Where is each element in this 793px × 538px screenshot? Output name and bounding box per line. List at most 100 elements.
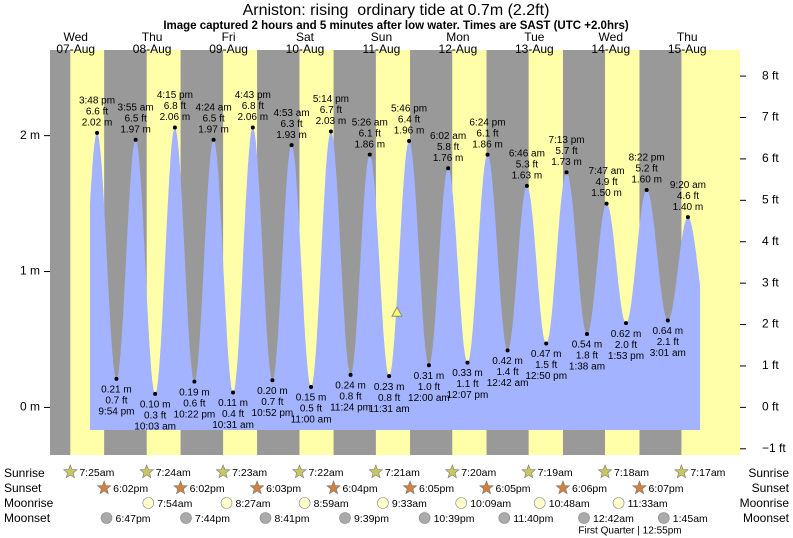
tide-label: 2.06 m [160,112,191,123]
tide-label: 2.0 ft [615,340,637,351]
tide-label: 4:43 pm [235,90,271,101]
tide-label: 0.20 m [257,386,288,397]
tide-point [505,348,510,353]
moonset-time: 11:40pm [513,513,553,525]
sunset-time: 6:05pm [419,483,454,495]
tide-point [270,378,275,383]
tide-point [192,379,197,384]
tide-label: 8:22 pm [629,153,665,164]
sunrise-time: 7:18am [614,467,649,479]
sunrise-time: 7:25am [79,467,114,479]
tide-point [644,187,649,192]
tide-point [544,341,549,346]
tide-label: 0.54 m [572,340,603,351]
moonset-time: 6:47pm [116,513,151,525]
sunset-icon [402,480,418,495]
tide-label: 6.4 ft [398,115,420,126]
tide-label: 5:26 am [352,117,388,128]
tide-point [564,170,569,175]
moonset-icon [578,512,590,524]
tide-label: 7:47 am [588,166,624,177]
tide-point [114,376,119,381]
sunrise-time: 7:23am [232,467,267,479]
moonset-icon [657,512,670,524]
tide-point [133,137,138,142]
tide-label: 10:22 pm [174,409,216,420]
tide-label: 2.02 m [82,118,113,129]
tide-label: 0.7 ft [261,397,283,408]
date-label: 09-Aug [209,42,248,56]
y2-tick-label: 4 ft [762,234,779,248]
tide-label: 10:03 am [134,421,176,432]
row-label: Moonset [4,511,51,525]
y2-tick-label: 1 ft [762,358,779,372]
moonset-icon [259,512,272,524]
chart-subtitle: Image captured 2 hours and 5 minutes aft… [163,20,629,32]
tide-label: 0.62 m [611,329,642,340]
tide-label: 3:01 am [650,348,686,359]
tide-label: 1:53 pm [608,351,644,362]
sunrise-icon [139,464,155,479]
tide-point [348,372,353,377]
tide-area [90,127,700,430]
tide-label: 1.4 ft [496,367,518,378]
sunset-time: 6:02pm [190,483,225,495]
moonrise-icon [220,497,233,509]
moonrise-time: 11:33am [628,498,668,510]
tide-label: 1.86 m [354,139,385,150]
tide-point [172,125,177,130]
tide-point [309,385,314,390]
sunset-icon [96,480,112,495]
tide-label: 0.47 m [531,349,562,360]
sunrise-icon [673,464,689,479]
tide-label: 1.1 ft [456,379,478,390]
tide-label: 6:02 am [430,131,466,142]
tide-point [524,183,529,188]
tide-label: 5.7 ft [555,146,577,157]
sunset-time: 6:02pm [113,483,148,495]
tide-point [153,391,158,396]
tide-label: 5.2 ft [636,164,658,175]
moonrise-time: 10:09am [470,498,511,510]
row-label: Sunrise [4,466,45,480]
weekday-label: Wed [63,30,87,44]
sunrise-time: 7:24am [156,467,191,479]
date-label: 13-Aug [515,42,554,56]
tide-label: 5.8 ft [437,142,459,153]
y2-tick-label: 0 ft [762,400,779,414]
y2-tick-label: 7 ft [762,110,779,124]
moonset-icon [100,512,113,524]
moonset-time: 1:45am [673,513,708,525]
tide-label: 2.06 m [238,112,269,123]
y-tick-label: 2 m [20,128,40,142]
sunset-icon [631,480,647,495]
tide-label: 0.24 m [335,380,366,391]
sunrise-time: 7:19am [538,467,573,479]
tide-label: 1.86 m [472,139,503,150]
moonset-icon [339,512,351,524]
tide-label: 6.5 ft [202,113,224,124]
weekday-label: Thu [142,30,163,44]
tide-point [407,139,412,144]
moonset-icon [498,512,511,524]
sunset-icon [249,480,265,495]
tide-point [387,374,392,379]
moonrise-time: 8:59am [314,498,349,510]
sunset-time: 6:06pm [572,483,607,495]
tide-point [584,332,589,337]
tide-point [665,318,670,323]
row-label: Moonset [743,511,790,525]
y2-tick-label: −1 ft [762,441,786,455]
tide-label: 0.8 ft [378,393,400,404]
y2-tick-label: 6 ft [762,151,779,165]
tide-label: 1.93 m [276,130,307,141]
moonset-time: 10:39pm [434,513,475,525]
tide-label: 6:24 pm [469,117,505,128]
tide-label: 6.1 ft [476,128,498,139]
tide-label: 6:46 am [509,149,545,160]
tide-label: 0.33 m [452,368,483,379]
moon-phase: First Quarter | 12:55pm [578,526,681,537]
tide-point [95,130,100,135]
tide-label: 5.3 ft [516,160,538,171]
sunset-time: 6:07pm [648,483,683,495]
